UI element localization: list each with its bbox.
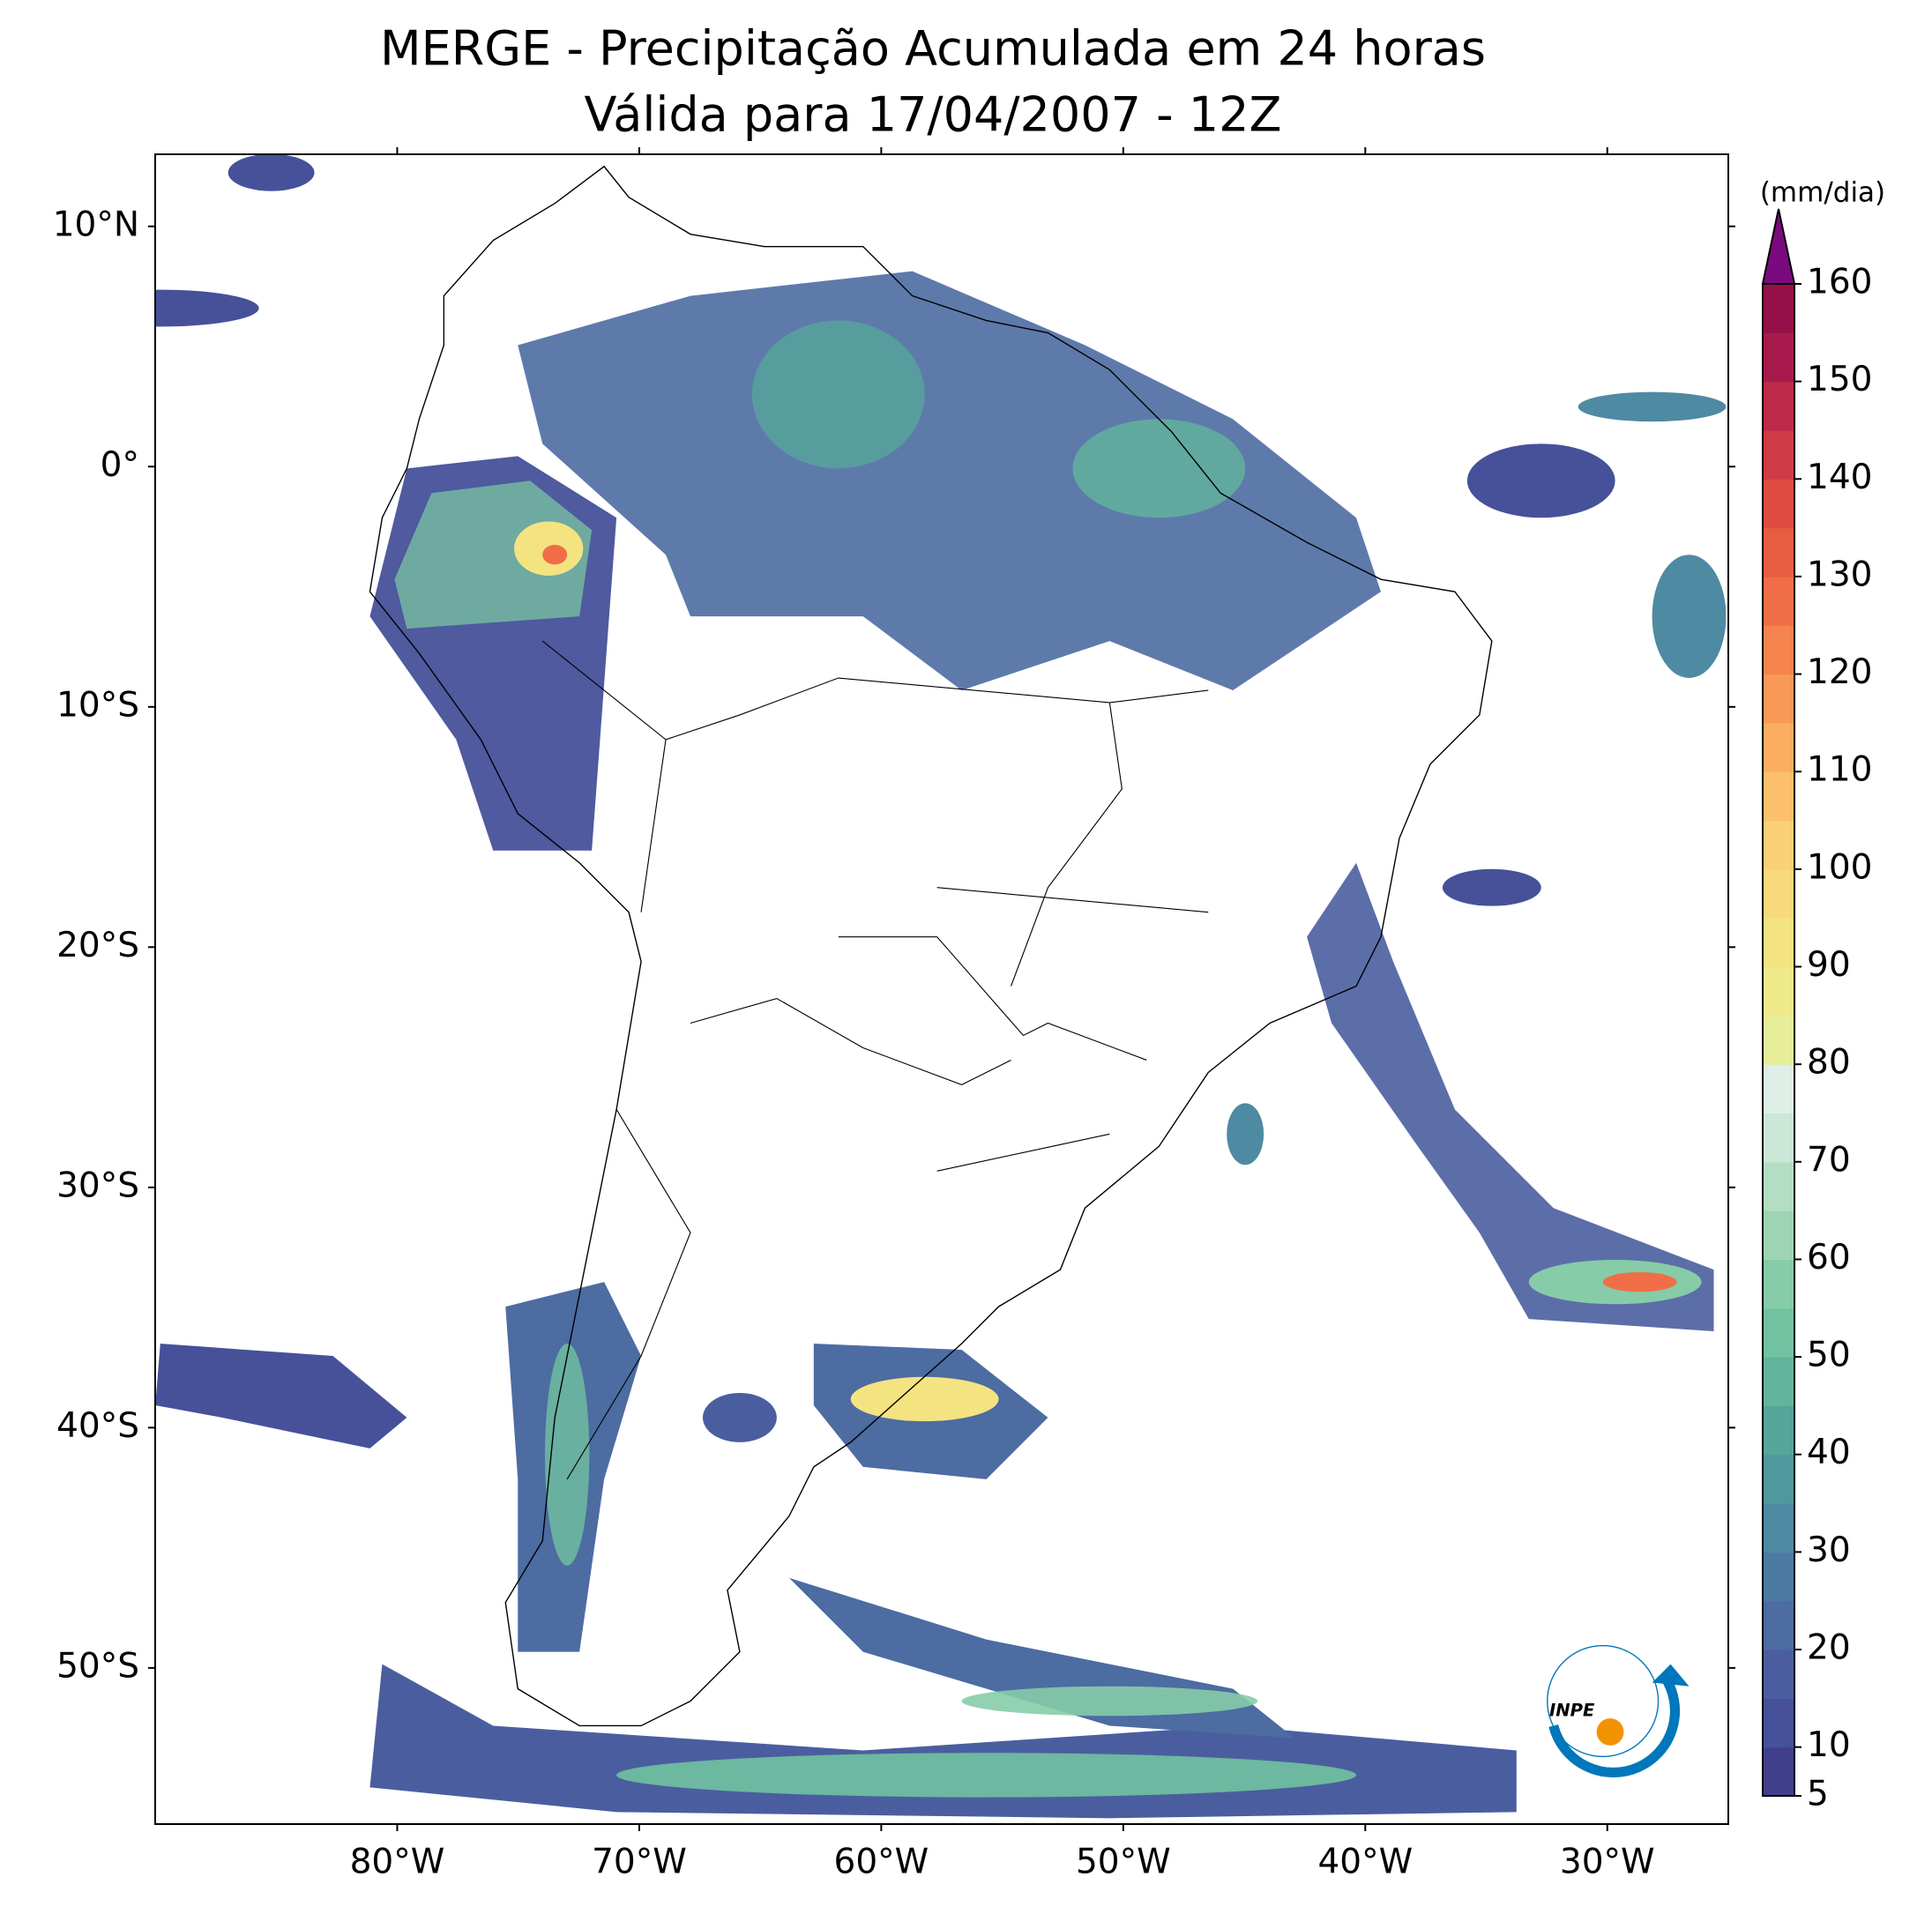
lon-label: 30°W: [1560, 1843, 1655, 1882]
colorbar-band: [1763, 429, 1794, 480]
colorbar-band: [1763, 918, 1794, 968]
colorbar-tick-label: 50: [1807, 1336, 1851, 1375]
colorbar-band: [1763, 1161, 1794, 1211]
colorbar-band: [1763, 1259, 1794, 1309]
map-layer: INPE: [155, 153, 1727, 1819]
colorbar-band: [1763, 1307, 1794, 1358]
colorbar-tick-label: 5: [1807, 1775, 1829, 1814]
colorbar-tick-label: 100: [1807, 847, 1872, 887]
colorbar-tick-label: 20: [1807, 1628, 1851, 1668]
precipitation: [155, 153, 1727, 1819]
colorbar-band: [1763, 284, 1794, 333]
colorbar-frame: [1762, 283, 1795, 1797]
colorbar-tick-label: 110: [1807, 750, 1872, 790]
colorbar-band: [1763, 1064, 1794, 1114]
colorbar-band: [1763, 332, 1794, 383]
lon-label: 70°W: [592, 1843, 687, 1882]
colorbar-tick-label: 140: [1807, 458, 1872, 497]
axes: 10°N 0° 10°S 20°S 30°S 40°S 50°S 80°W 70°W 60°W 50…: [53, 147, 1872, 1882]
colorbar-band: [1763, 1405, 1794, 1456]
colorbar-tick-label: 160: [1807, 263, 1872, 302]
lat-label: 30°S: [56, 1166, 139, 1205]
colorbar-tick-label: 120: [1807, 652, 1872, 692]
colorbar-label: (mm/dia): [1760, 177, 1885, 209]
colorbar-band: [1763, 868, 1794, 919]
lon-label: 80°W: [350, 1843, 445, 1882]
logo: INPE: [1547, 1644, 1690, 1778]
colorbar-band: [1763, 1650, 1794, 1699]
colorbar-extend: [1761, 208, 1796, 285]
colorbar-tick-label: 30: [1807, 1530, 1851, 1570]
colorbar-band: [1763, 625, 1794, 675]
logo-text: INPE: [1549, 1700, 1595, 1720]
colorbar-tick-label: 40: [1807, 1433, 1851, 1472]
colorbar-band: [1763, 479, 1794, 529]
colorbar-tick-label: 70: [1807, 1140, 1851, 1180]
lat-label: 20°S: [56, 926, 139, 965]
colorbar-band: [1763, 527, 1794, 577]
colorbar-band: [1763, 1015, 1794, 1065]
borders: [541, 640, 1209, 1480]
colorbar-band: [1763, 576, 1794, 626]
lat-label: 40°S: [56, 1406, 139, 1446]
colorbar-band: [1763, 1454, 1794, 1504]
lat-label: 0°: [101, 445, 139, 485]
colorbar-tick-label: 90: [1807, 945, 1851, 985]
colorbar-tick-label: 60: [1807, 1238, 1851, 1277]
colorbar-band: [1763, 381, 1794, 431]
colorbar-band: [1763, 820, 1794, 870]
colorbar-band: [1763, 1503, 1794, 1553]
colorbar-tick-label: 10: [1807, 1725, 1851, 1765]
lon-label: 50°W: [1076, 1843, 1171, 1882]
colorbar-band: [1763, 722, 1794, 772]
title-line: Válida para 17/04/2007 - 12Z: [585, 87, 1282, 143]
lat-label: 10°N: [53, 205, 139, 244]
map-frame: [154, 153, 1729, 1825]
colorbar-band: [1763, 1600, 1794, 1650]
lon-label: 40°W: [1317, 1843, 1413, 1882]
lat-label: 10°S: [56, 685, 139, 725]
lat-label: 50°S: [56, 1646, 139, 1686]
colorbar-band: [1763, 1746, 1794, 1797]
colorbar-band: [1763, 1552, 1794, 1602]
colorbar-band: [1763, 1113, 1794, 1163]
title-line: MERGE - Precipitação Acumulada em 24 hor…: [380, 21, 1486, 77]
colorbar-tick-label: 150: [1807, 360, 1872, 399]
colorbar-tick-label: 130: [1807, 555, 1872, 594]
colorbar-band: [1763, 1698, 1794, 1748]
colorbar-band: [1763, 1210, 1794, 1261]
lon-label: 60°W: [834, 1843, 929, 1882]
colorbar-band: [1763, 1357, 1794, 1407]
colorbar-band: [1763, 966, 1794, 1017]
colorbar-band: [1763, 771, 1794, 822]
coastline: [369, 165, 1493, 1727]
colorbar-tick-label: 80: [1807, 1043, 1851, 1083]
colorbar-band: [1763, 674, 1794, 724]
